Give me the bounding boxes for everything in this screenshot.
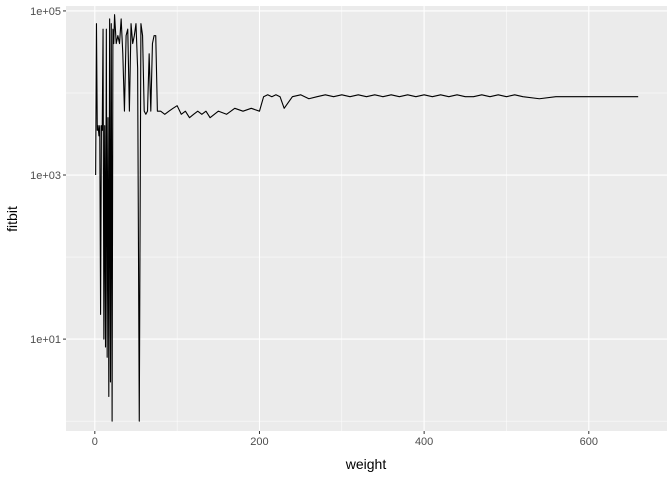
series-layer xyxy=(95,14,639,422)
x-tick-label: 200 xyxy=(250,436,268,448)
y-axis-title: fitbit xyxy=(4,206,20,232)
series-line-fitbit xyxy=(95,14,639,422)
y-tick-label: 1e+05 xyxy=(30,6,61,18)
x-tick-label: 600 xyxy=(580,436,598,448)
y-tick-label: 1e+03 xyxy=(30,170,61,182)
x-tick-label: 400 xyxy=(415,436,433,448)
gridlines xyxy=(66,6,667,431)
y-tick-label: 1e+01 xyxy=(30,334,61,346)
x-tick-label: 0 xyxy=(92,436,98,448)
axes: 0 200 400 600 1e+01 1e+03 1e+05 xyxy=(30,6,598,448)
plot-panel xyxy=(66,6,667,431)
x-axis-title: weight xyxy=(345,456,387,472)
